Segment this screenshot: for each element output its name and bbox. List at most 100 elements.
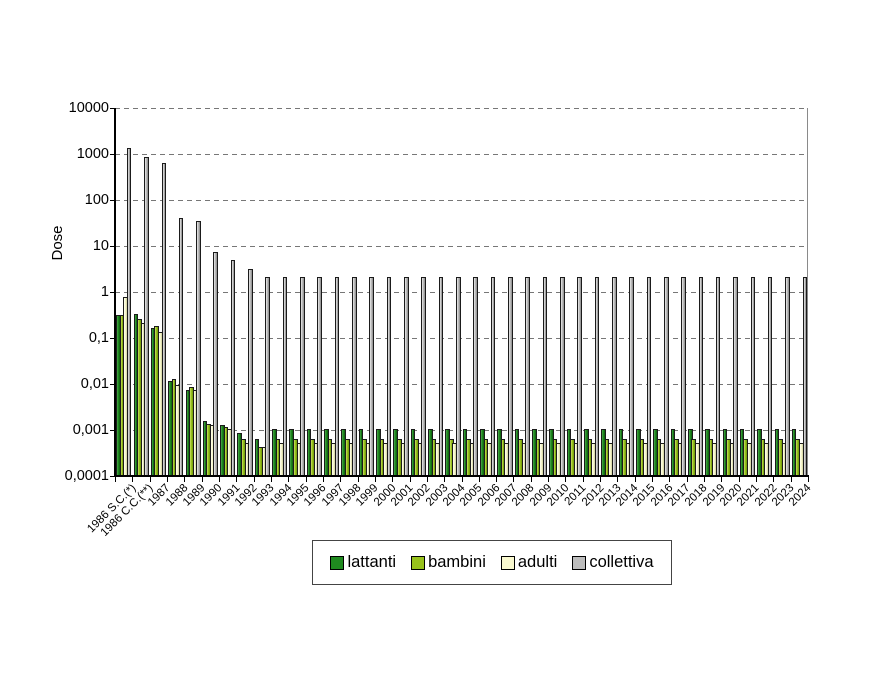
bar-collettiva-2019: [715, 277, 721, 476]
x-tick-mark: [565, 477, 567, 482]
bar-collettiva-2018: [698, 277, 704, 476]
legend-item-bambini: bambini: [411, 553, 486, 572]
bar-collettiva-1999: [369, 277, 374, 476]
x-tick-mark: [704, 477, 706, 482]
bar-collettiva-1987: [161, 163, 167, 476]
legend-swatch-collettiva: [572, 555, 587, 570]
bar-collettiva-1996: [317, 277, 323, 476]
x-tick-mark: [444, 477, 446, 482]
x-tick-mark: [634, 477, 636, 482]
bar-collettiva-1992: [248, 269, 253, 476]
legend: lattanti bambini adulti collettiva: [312, 540, 672, 585]
bar-collettiva-2022: [767, 277, 773, 476]
legend-label: collettiva: [589, 553, 654, 571]
y-tick-mark: [110, 154, 115, 155]
y-tick-label: 0,1: [88, 330, 109, 346]
x-tick-mark: [738, 477, 740, 482]
x-tick-mark: [236, 477, 238, 482]
y-tick-mark: [110, 384, 115, 385]
x-tick-mark: [530, 477, 532, 482]
plot-area: [114, 108, 809, 477]
y-tick-mark: [110, 108, 115, 109]
bar-collettiva-1990: [213, 252, 219, 476]
x-tick-mark: [288, 477, 290, 482]
y-tick-mark: [110, 246, 115, 247]
bar-collettiva-2010: [559, 277, 565, 476]
x-tick-mark: [773, 477, 775, 482]
y-tick-label: 10: [92, 238, 109, 254]
bar-collettiva-1994: [282, 277, 288, 476]
bar-collettiva-2014: [629, 277, 634, 476]
x-tick-mark: [340, 477, 342, 482]
bar-collettiva-2008: [525, 277, 530, 476]
bar-collettiva-2012: [594, 277, 600, 476]
x-tick-mark: [357, 477, 359, 482]
bar-collettiva-2021: [750, 277, 756, 476]
y-tick-label: 1000: [76, 146, 109, 162]
x-tick-mark: [115, 477, 116, 482]
legend-swatch-bambini: [411, 555, 426, 570]
y-tick-label: 0,0001: [64, 468, 109, 484]
x-tick-mark: [808, 477, 809, 482]
y-axis-line: [114, 108, 116, 476]
gridline: [115, 430, 808, 431]
gridline: [115, 108, 808, 109]
bar-collettiva-1989: [196, 221, 201, 476]
x-tick-mark: [496, 477, 498, 482]
bar-collettiva-2004: [456, 277, 461, 476]
bar-collettiva-1995: [300, 277, 305, 476]
gridline: [115, 338, 808, 339]
legend-swatch-lattanti: [330, 555, 345, 570]
legend-item-adulti: adulti: [500, 553, 558, 572]
gridline: [115, 154, 808, 155]
gridline: [115, 384, 808, 385]
y-tick-mark: [110, 476, 115, 477]
x-tick-mark: [461, 477, 463, 482]
x-tick-mark: [132, 477, 134, 482]
legend-label: bambini: [428, 553, 486, 571]
legend-label: lattanti: [347, 553, 397, 571]
legend-label: adulti: [517, 553, 558, 571]
x-tick-mark: [582, 477, 584, 482]
y-tick-mark: [110, 292, 115, 293]
x-tick-mark: [270, 477, 272, 482]
bar-collettiva-2017: [681, 277, 686, 476]
bar-collettiva-2002: [421, 277, 426, 476]
x-tick-mark: [686, 477, 688, 482]
x-tick-mark: [513, 477, 515, 482]
bar-collettiva-2000: [386, 277, 392, 476]
legend-swatch-adulti: [500, 555, 515, 570]
bar-collettiva-1993: [265, 277, 271, 476]
bar-collettiva-2003: [438, 277, 444, 476]
x-tick-mark: [617, 477, 619, 482]
bar-collettiva-1997: [334, 277, 340, 476]
x-tick-mark: [149, 477, 151, 482]
y-tick-label: 0,001: [72, 422, 109, 438]
bar-collettiva-1988: [178, 218, 184, 476]
x-tick-mark: [374, 477, 376, 482]
x-tick-mark: [253, 477, 255, 482]
bar-collettiva-1991: [230, 259, 236, 476]
x-tick-mark: [478, 477, 480, 482]
y-tick-label: 10000: [68, 100, 109, 116]
bar-collettiva-2007: [508, 277, 513, 476]
bar-collettiva-2016: [663, 277, 669, 476]
x-tick-mark: [305, 477, 307, 482]
bar-collettiva-2024: [802, 277, 808, 476]
legend-item-collettiva: collettiva: [572, 553, 654, 572]
bar-collettiva-1998: [352, 277, 357, 476]
y-tick-mark: [110, 338, 115, 339]
bar-collettiva-2020: [733, 277, 738, 476]
x-tick-mark: [409, 477, 411, 482]
y-tick-mark: [110, 430, 115, 431]
gridline: [115, 292, 808, 293]
gridline: [115, 246, 808, 247]
bar-collettiva-1986SC: [126, 147, 132, 476]
x-tick-mark: [166, 477, 168, 482]
bar-collettiva-2011: [577, 277, 582, 476]
x-tick-mark: [756, 477, 758, 482]
bar-collettiva-2006: [490, 277, 496, 476]
bar-collettiva-2009: [542, 277, 548, 476]
bar-collettiva-2001: [404, 277, 409, 476]
